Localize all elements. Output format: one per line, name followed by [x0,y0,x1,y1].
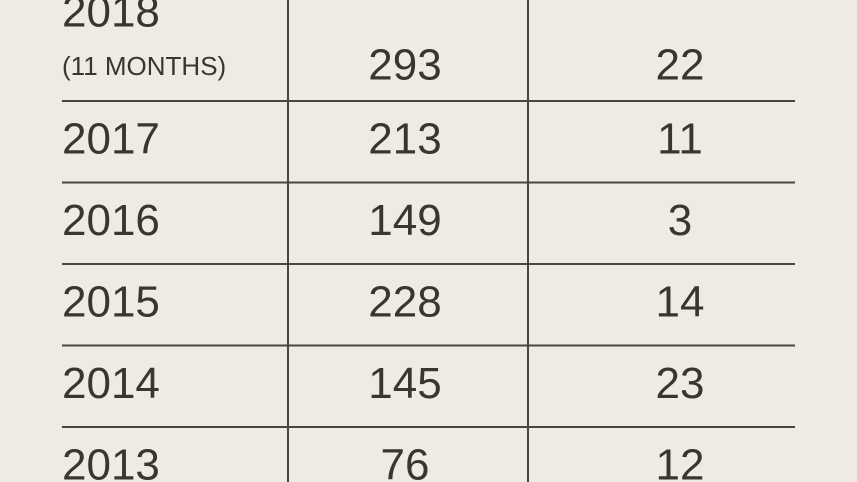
year: 2013 [62,441,160,482]
cell-value: 149 [368,196,441,245]
year-note: (11 MONTHS) [62,51,226,81]
year: 2017 [62,115,160,164]
cell-value: 12 [656,441,705,482]
cell-value: 228 [368,278,441,327]
cell-value: 145 [368,359,441,408]
cell-value: 3 [668,196,692,245]
cell-value: 23 [656,359,705,408]
cell-value: 14 [656,278,705,327]
year: 2015 [62,278,160,327]
cell-value: 76 [381,441,430,482]
cell-value: 22 [656,41,705,90]
year: 2018 [62,0,160,37]
year: 2016 [62,196,160,245]
year: 2014 [62,359,160,408]
cell-value: 213 [368,115,441,164]
cell-value: 11 [657,115,703,164]
cell-value: 293 [368,41,441,90]
